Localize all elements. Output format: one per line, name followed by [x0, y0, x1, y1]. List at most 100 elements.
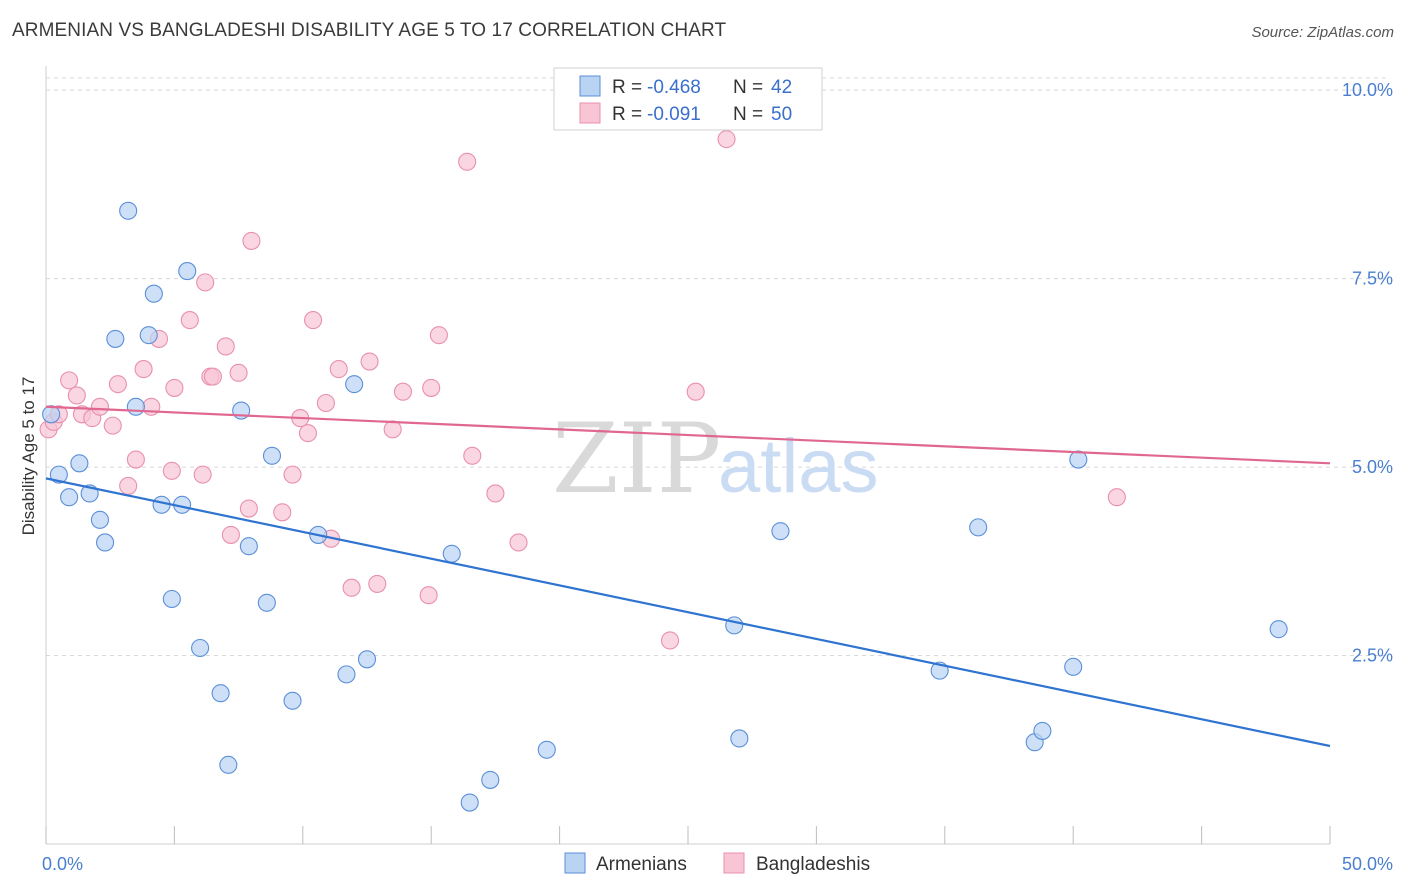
- data-points: [39, 130, 1288, 812]
- bangladeshis-point: [196, 273, 215, 292]
- armenians-point: [1069, 450, 1088, 469]
- armenians-point: [481, 770, 500, 789]
- armenians-point: [90, 510, 109, 529]
- armenians-point: [42, 405, 61, 424]
- bangladeshis-point: [1107, 488, 1126, 507]
- y-tick-label: 10.0%: [1342, 80, 1393, 100]
- y-tick-label: 5.0%: [1352, 457, 1393, 477]
- bangladeshis-point: [486, 484, 505, 503]
- armenians-point: [191, 638, 210, 658]
- bangladeshis-point: [216, 337, 235, 356]
- armenians-point: [106, 329, 125, 348]
- armenians-point: [460, 793, 479, 812]
- bangladeshis-point: [162, 461, 181, 480]
- bangladeshis-point: [239, 499, 258, 518]
- bangladeshis-point: [67, 386, 86, 405]
- armenians-point: [211, 684, 230, 703]
- armenians-point: [771, 522, 790, 541]
- stats-n-label-bangladeshis: N =: [733, 104, 763, 125]
- x-tick-label: 50.0%: [1342, 854, 1393, 874]
- bangladeshis-point: [221, 525, 240, 544]
- grid-lines: [46, 77, 1390, 657]
- bangladeshis-point: [383, 420, 402, 439]
- bangladeshis-trend-line: [45, 405, 1331, 465]
- chart-title: ARMENIAN VS BANGLADESHI DISABILITY AGE 5…: [12, 20, 727, 41]
- armenians-point: [96, 533, 115, 552]
- armenians-point: [257, 593, 276, 612]
- bangladeshis-point: [119, 476, 138, 495]
- bangladeshis-point: [717, 130, 736, 149]
- watermark-zip: ZIP: [552, 403, 721, 515]
- armenians-point: [70, 454, 89, 473]
- armenians-point: [283, 691, 302, 710]
- bangladeshis-point: [393, 382, 413, 401]
- stats-r-value-bangladeshis: -0.091: [647, 104, 701, 125]
- armenians-point: [162, 589, 181, 609]
- stats-swatch-bangladeshis: [579, 102, 601, 124]
- armenians-point: [119, 201, 138, 220]
- armenians-point: [337, 665, 356, 684]
- bangladeshis-point: [229, 363, 248, 382]
- y-tick-label: 2.5%: [1352, 646, 1393, 666]
- stats-r-value-armenians: -0.468: [647, 77, 701, 98]
- bangladeshis-point: [165, 378, 184, 397]
- armenians-point: [1064, 657, 1083, 676]
- watermark: ZIP atlas: [552, 403, 879, 515]
- armenians-point: [49, 465, 68, 484]
- armenians-point: [969, 518, 988, 537]
- armenians-point: [144, 284, 163, 303]
- bangladeshis-point: [180, 311, 199, 330]
- bangladeshis-point: [108, 375, 127, 394]
- bangladeshis-point: [509, 533, 528, 552]
- bangladeshis-point: [329, 360, 348, 379]
- bangladeshis-point: [342, 578, 361, 597]
- axes: [45, 66, 1331, 845]
- armenians-point: [239, 537, 258, 556]
- stats-n-label-armenians: N =: [733, 77, 763, 98]
- armenians-point: [1269, 620, 1288, 639]
- stats-n-value-armenians: 42: [771, 77, 792, 98]
- bangladeshis-point: [134, 360, 153, 379]
- armenians-point: [1033, 721, 1052, 740]
- armenians-point: [730, 729, 749, 748]
- bangladeshis-point: [242, 231, 261, 250]
- armenians-point: [262, 446, 282, 465]
- armenians-point: [442, 544, 461, 563]
- source-label: Source: ZipAtlas.com: [1251, 24, 1394, 41]
- y-tick-label: 7.5%: [1352, 269, 1393, 289]
- bangladeshis-point: [463, 446, 482, 465]
- x-tick-label: 0.0%: [42, 854, 83, 874]
- bangladeshis-point: [126, 450, 145, 469]
- armenians-point: [345, 375, 364, 394]
- bangladeshis-point: [298, 424, 317, 443]
- bangladeshis-point: [422, 378, 441, 397]
- stats-n-value-bangladeshis: 50: [771, 104, 792, 125]
- bangladeshis-point: [273, 503, 292, 522]
- tick-labels: 2.5% 5.0% 7.5% 10.0% 0.0% 50.0%: [42, 80, 1393, 874]
- armenians-point: [178, 262, 197, 281]
- legend-swatch-armenians: [564, 852, 586, 874]
- stats-legend: R = -0.468 N = 42 R = -0.091 N = 50: [553, 67, 823, 131]
- armenians-point: [139, 326, 158, 345]
- armenians-point: [219, 755, 238, 774]
- trend-lines: [45, 405, 1331, 748]
- legend-swatch-bangladeshis: [723, 852, 745, 874]
- stats-swatch-armenians: [579, 75, 601, 97]
- legend-label-bangladeshis: Bangladeshis: [756, 854, 870, 875]
- bangladeshis-point: [203, 367, 222, 386]
- bangladeshis-point: [304, 311, 323, 330]
- bangladeshis-point: [316, 393, 335, 413]
- armenians-point: [725, 616, 744, 635]
- stats-r-label-bangladeshis: R =: [612, 104, 642, 125]
- bangladeshis-point: [686, 382, 705, 401]
- stats-r-label-armenians: R =: [612, 77, 642, 98]
- bangladeshis-point: [458, 152, 477, 171]
- armenians-point: [126, 397, 145, 416]
- bangladeshis-point: [419, 586, 438, 605]
- armenians-point: [60, 488, 79, 507]
- y-axis-title: Disability Age 5 to 17: [19, 377, 38, 536]
- bangladeshis-point: [90, 397, 109, 416]
- bangladeshis-point: [360, 352, 379, 371]
- bangladeshis-point: [60, 371, 79, 390]
